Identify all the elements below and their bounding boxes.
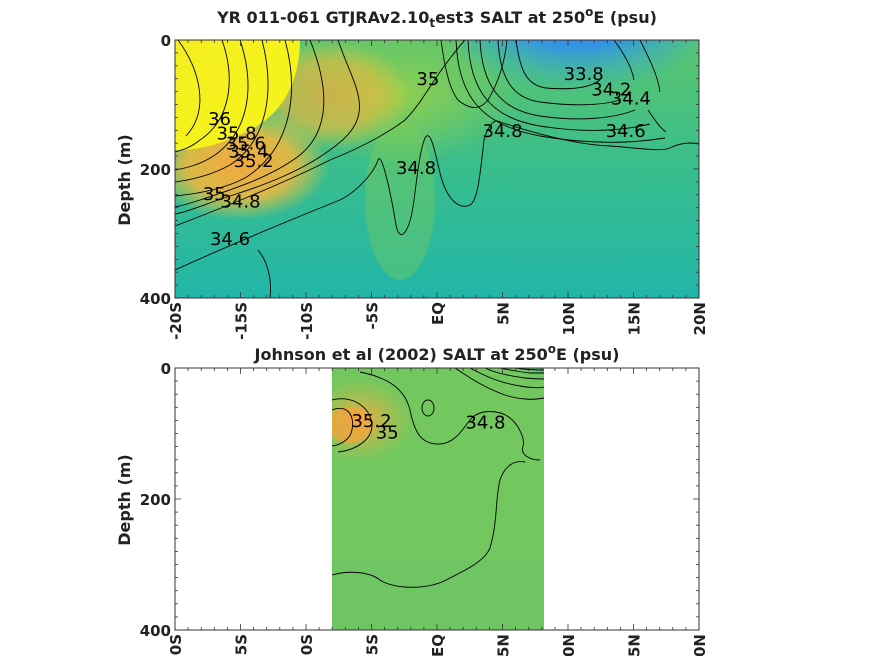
top-x-tick-label: -15S — [233, 302, 251, 340]
top-contour-label: 36 — [208, 109, 231, 130]
bottom-y-tick-label: 200 — [140, 491, 171, 509]
top-contour-label: 34.8 — [220, 192, 260, 213]
top-contours — [175, 40, 699, 298]
top-contour-label: 35 — [416, 69, 439, 90]
top-x-tick-label: 15N — [626, 302, 644, 335]
top-x-tick-label: -5S — [364, 302, 382, 329]
bottom-x-tick-label: -15S — [233, 634, 251, 656]
bottom-y-axis-label: Depth (m) — [115, 454, 134, 546]
top-contour-label: 34.6 — [210, 229, 250, 250]
bottom-y-tick-label: 400 — [140, 622, 171, 640]
top-x-tick-label: EQ — [429, 302, 447, 325]
top-contour-label: 35 — [203, 184, 226, 205]
bottom-field — [332, 368, 544, 630]
bottom-y-tick-label: 0 — [161, 360, 171, 378]
top-contour-label: 34.4 — [611, 89, 651, 110]
top-contour-labels: 3635.835.635.435.23534.834.634.83534.833… — [203, 64, 651, 250]
top-contour-label: 34.8 — [482, 121, 522, 142]
top-chart-title: YR 011-061 GTJRAv2.10test3 SALT at 250oE… — [216, 5, 657, 30]
top-y-axis-label: Depth (m) — [115, 134, 134, 226]
top-x-tick-label: 10N — [560, 302, 578, 335]
bottom-x-tick-label: 5N — [495, 634, 513, 656]
top-contour-label: 35.8 — [217, 123, 257, 144]
bottom-contour-label: 35.2 — [351, 411, 391, 432]
top-contour-label: 34.2 — [591, 79, 631, 100]
top-y-tick-label: 0 — [161, 32, 171, 50]
top-x-tick-label: 5N — [495, 302, 513, 325]
bottom-contours — [332, 368, 544, 588]
bottom-x-tick-label: EQ — [429, 634, 447, 656]
bottom-ticks: -20S -15S -10S -5S EQ 5N 10N 15N 20N 0 200 400 — [140, 360, 709, 656]
top-x-tick-label: 20N — [691, 302, 709, 335]
bottom-x-tick-label: -5S — [364, 634, 382, 656]
bottom-contour-label: 34.8 — [465, 412, 505, 433]
top-contour-label: 33.8 — [564, 64, 604, 85]
top-field — [175, 40, 699, 298]
top-contour-label: 35.6 — [226, 134, 266, 155]
top-contour-label: 35.4 — [228, 141, 268, 162]
bottom-x-tick-label: -20S — [167, 634, 185, 656]
bottom-contour-labels: 35.235 34.8 — [351, 411, 505, 444]
top-contour-label: 34.8 — [396, 158, 436, 179]
bottom-x-tick-label: 20N — [691, 634, 709, 656]
top-ticks: -20S -15S -10S -5S EQ 5N 10N 15N 20N 0 200 400 — [140, 32, 709, 340]
top-contour-label: 35.2 — [234, 151, 274, 172]
top-contour-label: 34.6 — [606, 121, 646, 142]
bottom-chart-title: Johnson et al (2002) SALT at 250oE (psu) — [254, 342, 620, 364]
top-y-tick-label: 200 — [140, 161, 171, 179]
bottom-contour-label: 35 — [376, 423, 399, 444]
bottom-x-tick-label: 10N — [560, 634, 578, 656]
top-x-tick-label: -20S — [167, 302, 185, 340]
top-x-tick-label: -10S — [298, 302, 316, 340]
top-y-tick-label: 400 — [140, 290, 171, 308]
bottom-x-tick-label: -10S — [298, 634, 316, 656]
bottom-x-tick-label: 15N — [626, 634, 644, 656]
